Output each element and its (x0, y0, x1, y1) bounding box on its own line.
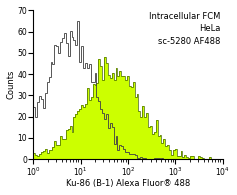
Text: Intracellular FCM
HeLa
sc-5280 AF488: Intracellular FCM HeLa sc-5280 AF488 (149, 12, 221, 46)
Y-axis label: Counts: Counts (7, 70, 16, 99)
X-axis label: Ku-86 (B-1) Alexa Fluor® 488: Ku-86 (B-1) Alexa Fluor® 488 (66, 179, 190, 188)
